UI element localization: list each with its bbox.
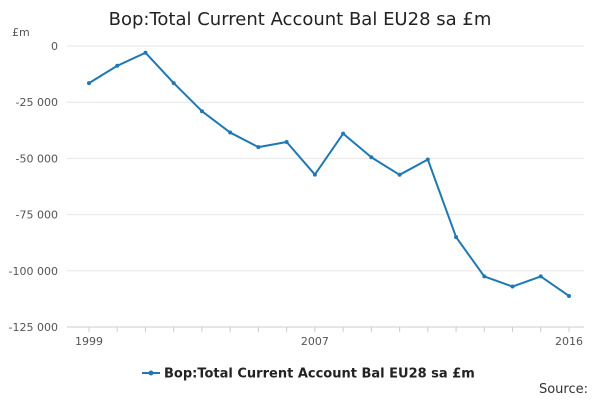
y-tick-label: -75 000 <box>16 209 58 222</box>
data-point <box>538 274 543 279</box>
y-tick-label: -100 000 <box>9 265 58 278</box>
x-tick-label: 1999 <box>75 335 103 348</box>
data-point <box>567 293 571 298</box>
data-point <box>482 274 487 279</box>
y-tick-label: -50 000 <box>16 152 58 165</box>
y-tick-label: 0 <box>51 40 58 53</box>
data-point <box>312 172 317 177</box>
data-point <box>454 235 459 240</box>
data-point <box>510 284 515 289</box>
series-group <box>87 50 571 298</box>
data-point <box>199 109 204 114</box>
x-tick-label: 2007 <box>301 335 329 348</box>
data-point <box>171 81 176 86</box>
data-point <box>369 155 374 160</box>
data-point <box>143 50 148 55</box>
data-point <box>87 81 91 86</box>
x-tick-label: 2016 <box>555 335 583 348</box>
y-tick-label: -125 000 <box>9 321 58 334</box>
data-point <box>341 131 346 136</box>
legend: Bop:Total Current Account Bal EU28 sa £m <box>142 367 475 382</box>
data-point <box>115 63 120 68</box>
x-axis: 1999 2007 2016 <box>67 326 584 348</box>
data-point <box>425 157 430 162</box>
data-point <box>228 130 233 135</box>
legend-label: Bop:Total Current Account Bal EU28 sa £m <box>164 367 475 382</box>
y-unit-label: £m <box>12 26 30 39</box>
legend-swatch-marker <box>148 370 154 376</box>
y-tick-label: -25 000 <box>16 96 58 109</box>
source-label: Source: <box>539 382 588 397</box>
chart-title: Bop:Total Current Account Bal EU28 sa £m <box>109 9 492 30</box>
data-point <box>397 172 402 177</box>
data-point <box>256 145 261 150</box>
data-point <box>284 139 289 144</box>
y-axis-ticks: 0 -25 000 -50 000 -75 000 -100 000 -125 000 <box>9 40 58 334</box>
series-line <box>88 51 570 297</box>
